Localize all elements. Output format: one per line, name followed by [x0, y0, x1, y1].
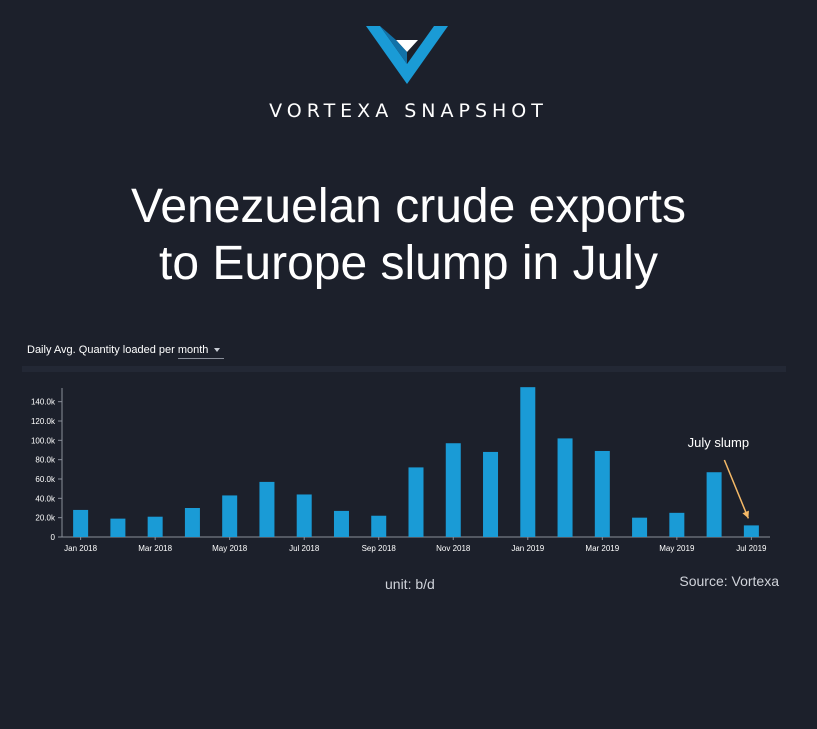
selector-value-text: month	[177, 344, 209, 356]
selector-label: Daily Avg. Quantity loaded per	[27, 344, 175, 356]
bar	[445, 443, 461, 537]
bar	[408, 467, 424, 537]
chevron-down-icon[interactable]	[214, 348, 221, 353]
annotation-arrow-line	[723, 459, 750, 519]
headline: Venezuelan crude exports to Europe slump…	[0, 178, 817, 292]
y-tick-label: 0	[51, 533, 56, 542]
aggregation-selector[interactable]: Daily Avg. Quantity loaded per month	[27, 344, 225, 359]
x-tick-label: Mar 2019	[585, 544, 619, 553]
x-tick-label: May 2018	[212, 544, 248, 553]
bar	[371, 515, 387, 537]
bar	[147, 516, 163, 537]
annotation-label: July slump	[688, 435, 749, 450]
y-tick-label: 40.0k	[35, 494, 56, 503]
bar	[184, 508, 200, 537]
y-tick-label: 60.0k	[35, 475, 56, 484]
bar-chart: 0 20.0k 40.0k 60.0k 80.0k 100.0k 120.0k 140.0k J…	[31, 387, 770, 553]
bar	[557, 438, 573, 537]
x-tick-label: May 2019	[659, 544, 695, 553]
y-tick-label: 140.0k	[31, 398, 56, 407]
chart-toolbar-band	[22, 366, 786, 372]
bar	[222, 495, 238, 537]
x-tick-label: Nov 2018	[436, 544, 471, 553]
bar	[520, 387, 536, 537]
bar	[110, 518, 126, 537]
brand-title: VORTEXA SNAPSHOT	[269, 100, 548, 122]
bar	[483, 451, 499, 537]
vortexa-logo-icon	[366, 26, 448, 84]
y-tick-label: 80.0k	[35, 456, 56, 465]
source-label: Source: Vortexa	[679, 573, 779, 589]
bar	[706, 472, 722, 537]
bar	[594, 450, 610, 537]
bar	[743, 525, 759, 537]
bar	[632, 517, 648, 537]
x-tick-label: Jul 2019	[736, 544, 767, 553]
y-tick-label: 100.0k	[31, 436, 56, 445]
bar	[669, 512, 685, 537]
bar	[73, 509, 89, 537]
headline-line-2: to Europe slump in July	[159, 237, 658, 290]
annotation-arrow-head	[742, 510, 749, 519]
y-tick-label: 120.0k	[31, 417, 56, 426]
x-tick-label: Jan 2019	[511, 544, 544, 553]
x-tick-label: Mar 2018	[138, 544, 172, 553]
y-tick-label: 20.0k	[35, 514, 56, 523]
x-tick-label: Jan 2018	[64, 544, 97, 553]
x-tick-label: Sep 2018	[362, 544, 397, 553]
bar	[296, 494, 312, 537]
unit-label: unit: b/d	[385, 576, 435, 592]
x-tick-label: Jul 2018	[289, 544, 320, 553]
headline-line-1: Venezuelan crude exports	[130, 180, 687, 233]
bar	[333, 510, 349, 537]
bar	[259, 481, 275, 537]
selector-value[interactable]: month	[177, 344, 225, 359]
